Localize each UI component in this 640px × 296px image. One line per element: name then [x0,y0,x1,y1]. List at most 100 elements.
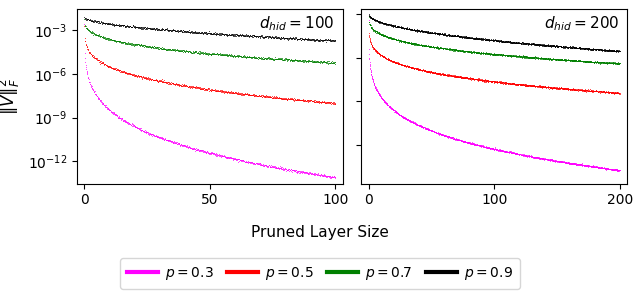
Point [583,46,593,51]
Point [550,57,560,62]
Point [459,35,469,40]
Point [404,118,415,123]
Point [509,41,520,45]
Point [551,85,561,90]
Point [600,166,610,171]
Point [94,19,104,24]
Point [400,39,410,44]
Point [554,159,564,164]
Point [524,153,534,158]
Point [371,29,381,33]
Point [502,150,512,155]
Point [404,26,414,31]
Point [552,86,562,90]
Point [470,49,480,54]
Point [122,24,132,29]
Point [455,48,465,53]
Point [504,53,515,58]
Point [500,53,510,58]
Point [460,139,470,144]
Point [369,46,379,50]
Point [401,64,412,69]
Point [403,26,413,31]
Point [409,120,419,125]
Point [529,83,539,88]
Point [394,24,404,29]
Point [212,88,223,92]
Point [180,48,191,53]
Point [500,149,511,154]
Point [515,54,525,59]
Point [573,59,583,63]
Point [506,150,516,155]
Point [538,84,548,89]
Point [439,133,449,138]
Point [138,43,148,47]
Point [584,163,594,168]
Point [463,141,473,145]
Point [429,129,439,134]
Point [502,52,513,57]
Point [437,32,447,36]
Point [408,66,419,70]
Point [132,126,142,131]
Point [416,43,426,48]
Point [187,51,197,55]
Point [247,159,257,164]
Point [603,60,613,65]
Point [292,170,302,175]
Point [417,42,427,47]
Point [598,47,609,52]
Point [364,55,374,60]
Point [501,53,511,57]
Point [283,57,293,62]
Point [586,59,596,64]
Point [255,94,265,99]
Point [580,162,590,167]
Point [477,78,488,82]
Point [512,151,522,156]
Point [554,56,564,61]
Point [521,83,531,88]
Point [454,34,464,39]
Point [393,24,403,28]
Point [563,160,573,165]
Point [288,168,298,173]
Point [506,40,516,45]
Point [296,170,307,175]
Point [561,86,572,91]
Point [282,35,292,40]
Point [392,60,402,65]
Point [260,94,271,99]
Point [420,126,431,130]
Point [410,121,420,126]
Point [406,27,416,31]
Point [231,157,241,161]
Point [386,36,396,41]
Point [595,47,605,52]
Point [459,35,469,40]
Point [129,74,139,78]
Point [456,75,466,80]
Point [465,35,476,40]
Point [486,145,497,150]
Point [408,41,419,45]
Point [254,93,264,98]
Point [581,58,591,63]
Point [440,46,450,50]
Point [244,160,254,165]
Point [381,22,391,27]
Point [579,89,589,93]
Point [323,37,333,41]
Point [526,41,536,46]
Point [381,56,391,61]
Point [326,176,337,181]
Point [434,71,444,75]
Point [448,46,458,51]
Point [420,42,430,47]
Point [448,47,458,52]
Point [326,99,336,104]
Point [458,75,468,80]
Point [157,46,168,51]
Point [236,33,246,37]
